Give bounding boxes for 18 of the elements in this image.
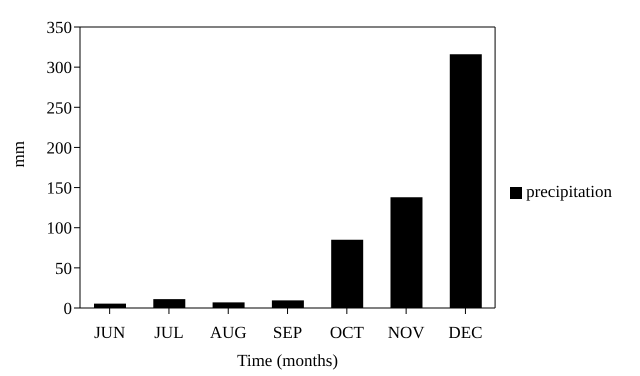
y-tick-label: 250	[46, 98, 72, 118]
x-tick-label: DEC	[448, 323, 482, 342]
x-tick-label: NOV	[388, 323, 426, 342]
y-tick-label: 0	[64, 299, 72, 318]
x-tick-label: OCT	[330, 323, 364, 342]
y-tick-label: 100	[46, 218, 72, 238]
x-tick-label: JUN	[94, 323, 126, 342]
y-axis-title: mm	[9, 141, 28, 168]
x-axis-title: Time (months)	[237, 351, 338, 370]
x-tick-label: AUG	[210, 323, 247, 342]
y-tick-label: 350	[46, 18, 72, 38]
legend-label: precipitation	[526, 182, 612, 201]
y-tick-label: 150	[46, 178, 72, 198]
x-tick-label: JUL	[154, 323, 184, 342]
y-tick-label: 50	[55, 258, 72, 278]
y-tick-label: 200	[46, 138, 72, 158]
x-tick-label: SEP	[272, 323, 302, 342]
y-tick-label: 300	[46, 58, 72, 78]
